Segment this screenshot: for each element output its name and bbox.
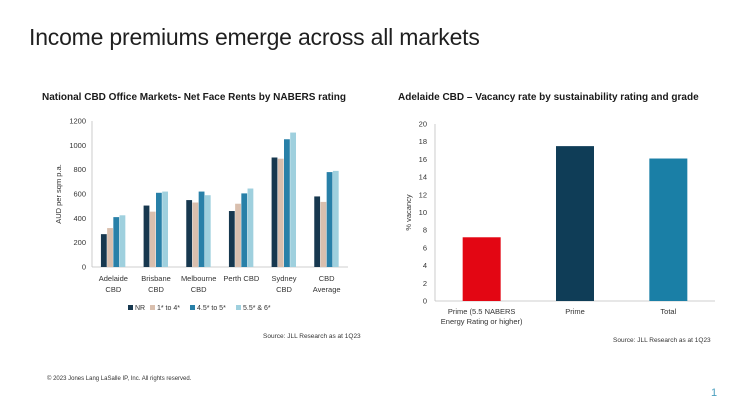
bar: [247, 188, 254, 267]
bar: [143, 205, 150, 267]
legend-swatch: [128, 305, 133, 310]
bar: [107, 228, 113, 267]
y-tick-label: 0: [82, 263, 86, 272]
bar: [113, 217, 120, 267]
slide-title: Income premiums emerge across all market…: [29, 24, 480, 50]
x-tick-label: CBD: [191, 285, 207, 294]
legend-label: NR: [135, 305, 145, 312]
y-tick-label: 1000: [69, 141, 86, 150]
x-tick-label: Average: [313, 285, 341, 294]
x-tick-label: Sydney: [271, 274, 296, 283]
chart-2-source: Source: JLL Research as at 1Q23: [613, 337, 711, 344]
y-tick-label: 10: [419, 208, 427, 217]
y-tick-label: 14: [419, 173, 427, 182]
bar: [326, 172, 333, 267]
bar: [277, 158, 284, 267]
bar: [228, 211, 235, 267]
bar: [314, 196, 321, 267]
y-tick-label: 20: [419, 120, 427, 129]
bar: [284, 139, 290, 267]
legend-swatch: [150, 305, 155, 310]
legend-label: 4.5* to 5*: [197, 305, 226, 312]
bar: [556, 146, 594, 301]
legend-label: 1* to 4*: [157, 305, 180, 312]
y-tick-label: 8: [423, 226, 427, 235]
bar: [149, 211, 156, 267]
bar: [198, 191, 205, 267]
y-tick-label: 600: [73, 190, 86, 199]
copyright-footer: © 2023 Jones Lang LaSalle IP, Inc. All r…: [47, 376, 192, 382]
bar: [119, 215, 126, 267]
y-tick-label: 1200: [69, 117, 86, 126]
bar: [204, 195, 211, 267]
page-number: 1: [711, 387, 718, 399]
chart-1-title: National CBD Office Markets- Net Face Re…: [42, 92, 346, 103]
bar: [271, 157, 278, 267]
x-tick-label: Total: [660, 307, 676, 316]
chart-1-source: Source: JLL Research as at 1Q23: [263, 333, 361, 340]
y-tick-label: 6: [423, 243, 427, 252]
x-tick-label: CBD: [148, 285, 164, 294]
bar: [320, 201, 327, 267]
x-tick-label: Brisbane: [141, 274, 171, 283]
bar: [235, 203, 241, 267]
y-tick-label: 200: [73, 238, 86, 247]
y-axis-label: % vacancy: [404, 194, 413, 231]
y-tick-label: 2: [423, 279, 427, 288]
legend-label: 5.5* & 6*: [243, 305, 271, 312]
x-tick-label: Perth CBD: [223, 274, 259, 283]
bar: [156, 192, 162, 267]
bar: [332, 170, 339, 267]
bar: [241, 193, 248, 267]
bar: [186, 200, 193, 267]
y-axis-label: AUD per sqm p.a.: [54, 164, 63, 224]
x-tick-label: CBD: [105, 285, 121, 294]
bar: [100, 234, 107, 267]
y-tick-label: 18: [419, 137, 427, 146]
y-tick-label: 400: [73, 214, 86, 223]
x-tick-label: CBD: [276, 285, 292, 294]
bar: [192, 202, 199, 267]
x-tick-label: Melbourne: [181, 274, 216, 283]
legend-swatch: [190, 305, 195, 310]
y-tick-label: 12: [419, 190, 427, 199]
x-tick-label: Adelaide: [99, 274, 128, 283]
y-tick-label: 4: [423, 261, 427, 270]
y-tick-label: 16: [419, 155, 427, 164]
x-tick-label: Prime: [565, 307, 585, 316]
x-tick-label: CBD: [319, 274, 335, 283]
y-tick-label: 0: [423, 297, 427, 306]
y-tick-label: 800: [73, 165, 86, 174]
bar: [162, 191, 168, 267]
bar: [649, 158, 688, 301]
x-tick-label: Prime (5.5 NABERS: [448, 307, 516, 316]
x-tick-label: Energy Rating or higher): [441, 317, 523, 326]
chart-2-title: Adelaide CBD – Vacancy rate by sustainab…: [398, 92, 699, 103]
bar: [290, 132, 296, 267]
bar: [462, 237, 501, 301]
legend-swatch: [236, 305, 241, 310]
